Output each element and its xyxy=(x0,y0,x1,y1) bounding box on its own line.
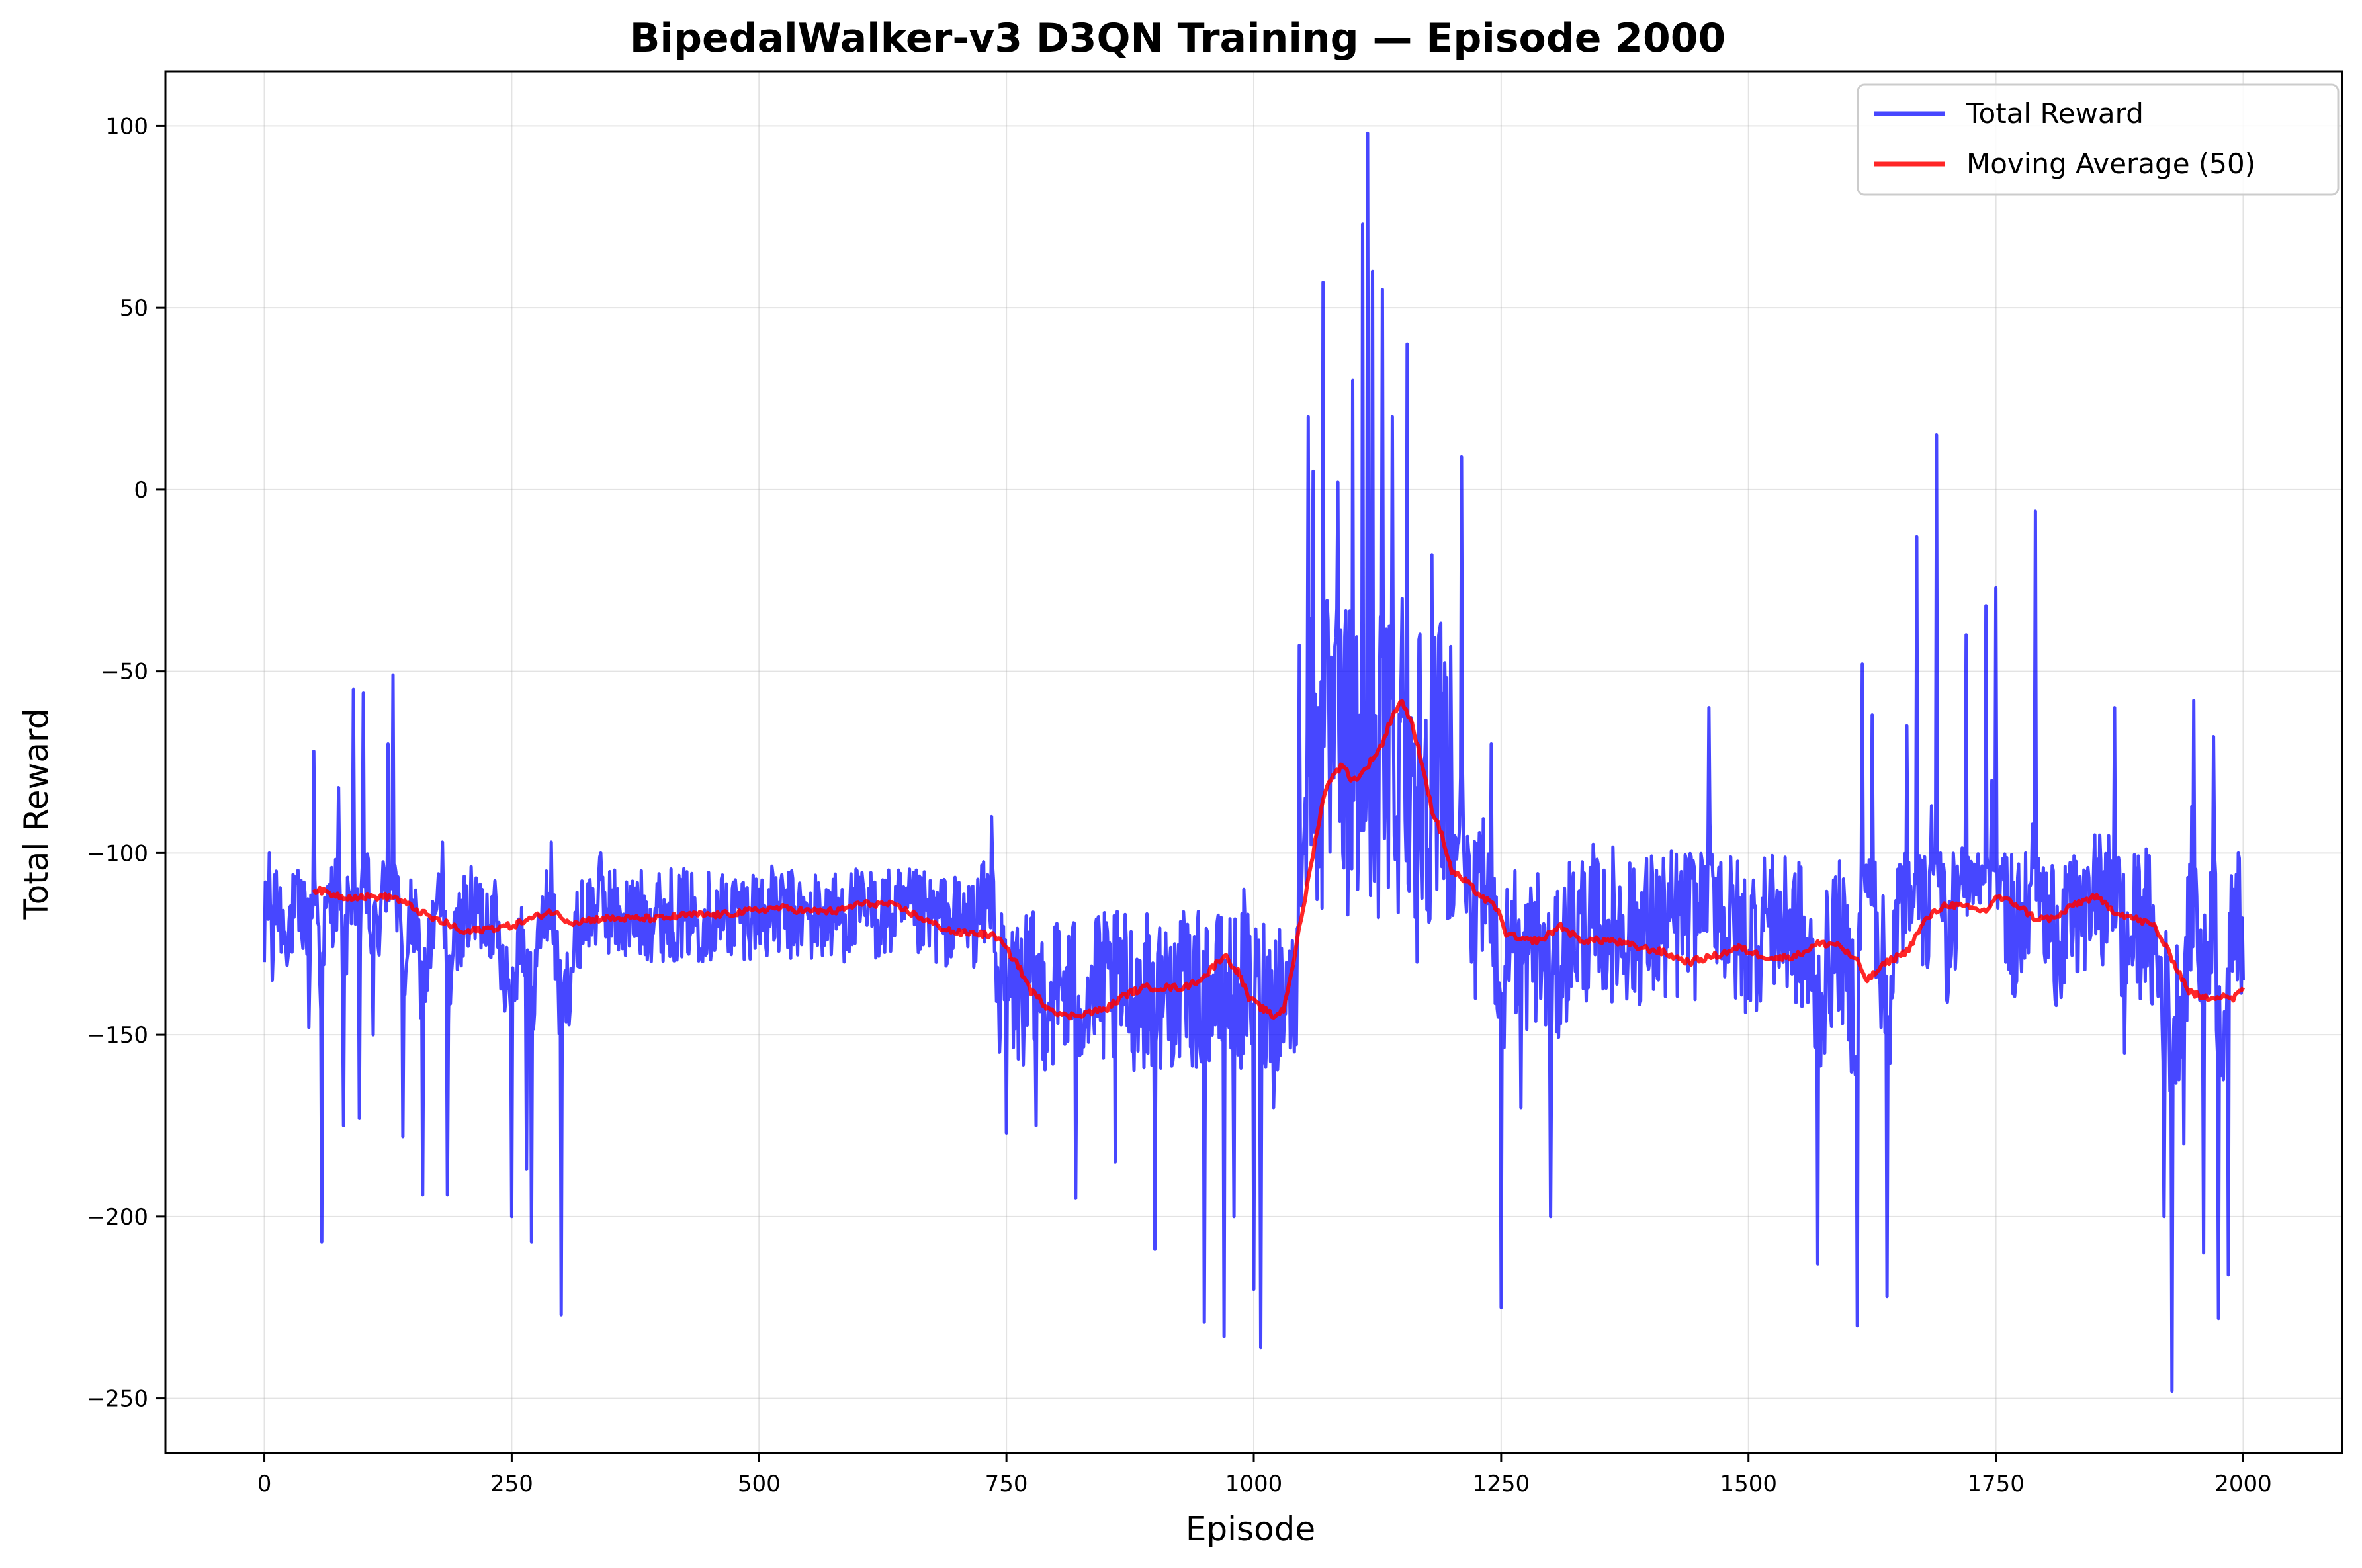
series-moving-average-line xyxy=(312,699,2246,1021)
legend-label-total-reward: Total Reward xyxy=(1966,97,2144,130)
y-tick-label: −200 xyxy=(87,1204,148,1231)
y-tick-label: 50 xyxy=(120,295,148,322)
x-tick-label: 500 xyxy=(738,1471,781,1497)
y-tick-label: 0 xyxy=(134,477,148,503)
y-tick-label: −250 xyxy=(87,1386,148,1413)
axis-ticks: 0 250 500 750 1000 1250 1500 1750 2000−250−200−1… xyxy=(87,113,2272,1497)
y-tick-label: −100 xyxy=(87,840,148,867)
x-tick-label: 250 xyxy=(490,1471,533,1497)
x-tick-label: 2000 xyxy=(2214,1471,2272,1497)
x-axis-label: Episode xyxy=(1186,1510,1315,1548)
y-axis-label: Total Reward xyxy=(17,709,56,920)
series-lines xyxy=(263,131,2246,1393)
x-tick-label: 750 xyxy=(985,1471,1028,1497)
x-tick-label: 1250 xyxy=(1473,1471,1530,1497)
x-tick-label: 1750 xyxy=(1967,1471,2025,1497)
y-tick-label: 100 xyxy=(105,113,148,140)
legend: Total Reward Moving Average (50) xyxy=(1857,83,2340,196)
y-tick-label: −50 xyxy=(101,659,148,685)
legend-box xyxy=(1857,83,2340,196)
x-tick-label: 1500 xyxy=(1720,1471,1777,1497)
y-tick-label: −150 xyxy=(87,1022,148,1049)
chart-title: BipedalWalker-v3 D3QN Training — Episode… xyxy=(630,15,1726,62)
x-tick-label: 0 xyxy=(257,1471,272,1497)
x-tick-label: 1000 xyxy=(1225,1471,1283,1497)
legend-label-moving-average: Moving Average (50) xyxy=(1966,148,2255,180)
